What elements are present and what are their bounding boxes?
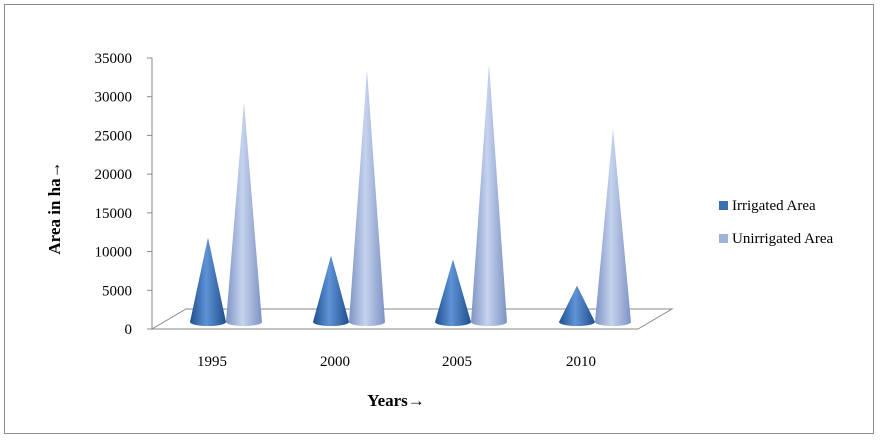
cone-mark: [471, 64, 507, 327]
cone-unirrigated-area-2010: [595, 128, 631, 326]
chart-floor-group: [150, 308, 674, 330]
cone-unirrigated-area-2000: [349, 69, 385, 326]
legend-label-unirrigated: Unirrigated Area: [732, 231, 834, 247]
y-axis-title: Area in ha→: [45, 161, 64, 254]
y-tick-label: 35000: [95, 51, 133, 67]
cone-mark: [313, 255, 349, 326]
cone-mark: [435, 259, 471, 326]
y-axis-group: 0 5000 10000 15000 20000 25000 30000 35000: [95, 51, 153, 338]
legend-swatch-irrigated: [719, 201, 728, 210]
x-tick-label: 1995: [197, 354, 227, 370]
x-tick-label: 2005: [442, 354, 472, 370]
chart-floor: [150, 308, 674, 330]
cone-irrigated-area-2000: [313, 255, 349, 326]
cone-mark: [595, 128, 631, 326]
x-axis-group: 1995 2000 2005 2010: [197, 354, 596, 370]
cone-irrigated-area-1995: [190, 237, 226, 326]
y-tick-label: 0: [125, 322, 133, 338]
chart-frame: [4, 4, 874, 434]
cone-unirrigated-area-1995: [226, 102, 262, 327]
y-tick-label: 30000: [95, 90, 133, 106]
x-axis-title: Years→: [367, 391, 425, 410]
y-tick-label: 20000: [95, 167, 133, 183]
cone-mark: [226, 102, 262, 327]
y-tick-label: 25000: [95, 128, 133, 144]
cone-mark: [559, 285, 595, 326]
x-tick-label: 2000: [320, 354, 350, 370]
cone-mark: [190, 237, 226, 326]
cone-unirrigated-area-2005: [471, 64, 507, 327]
cone-irrigated-area-2010: [559, 285, 595, 326]
y-tick-label: 10000: [95, 245, 133, 261]
y-tick-label: 5000: [102, 283, 132, 299]
cone-mark: [349, 69, 385, 326]
legend: Irrigated Area Unirrigated Area: [719, 198, 834, 247]
y-tick-label: 15000: [95, 206, 133, 222]
legend-swatch-unirrigated: [719, 234, 728, 243]
cones-group: [190, 64, 631, 327]
cone-irrigated-area-2005: [435, 259, 471, 326]
legend-label-irrigated: Irrigated Area: [732, 198, 816, 214]
x-tick-label: 2010: [566, 354, 596, 370]
